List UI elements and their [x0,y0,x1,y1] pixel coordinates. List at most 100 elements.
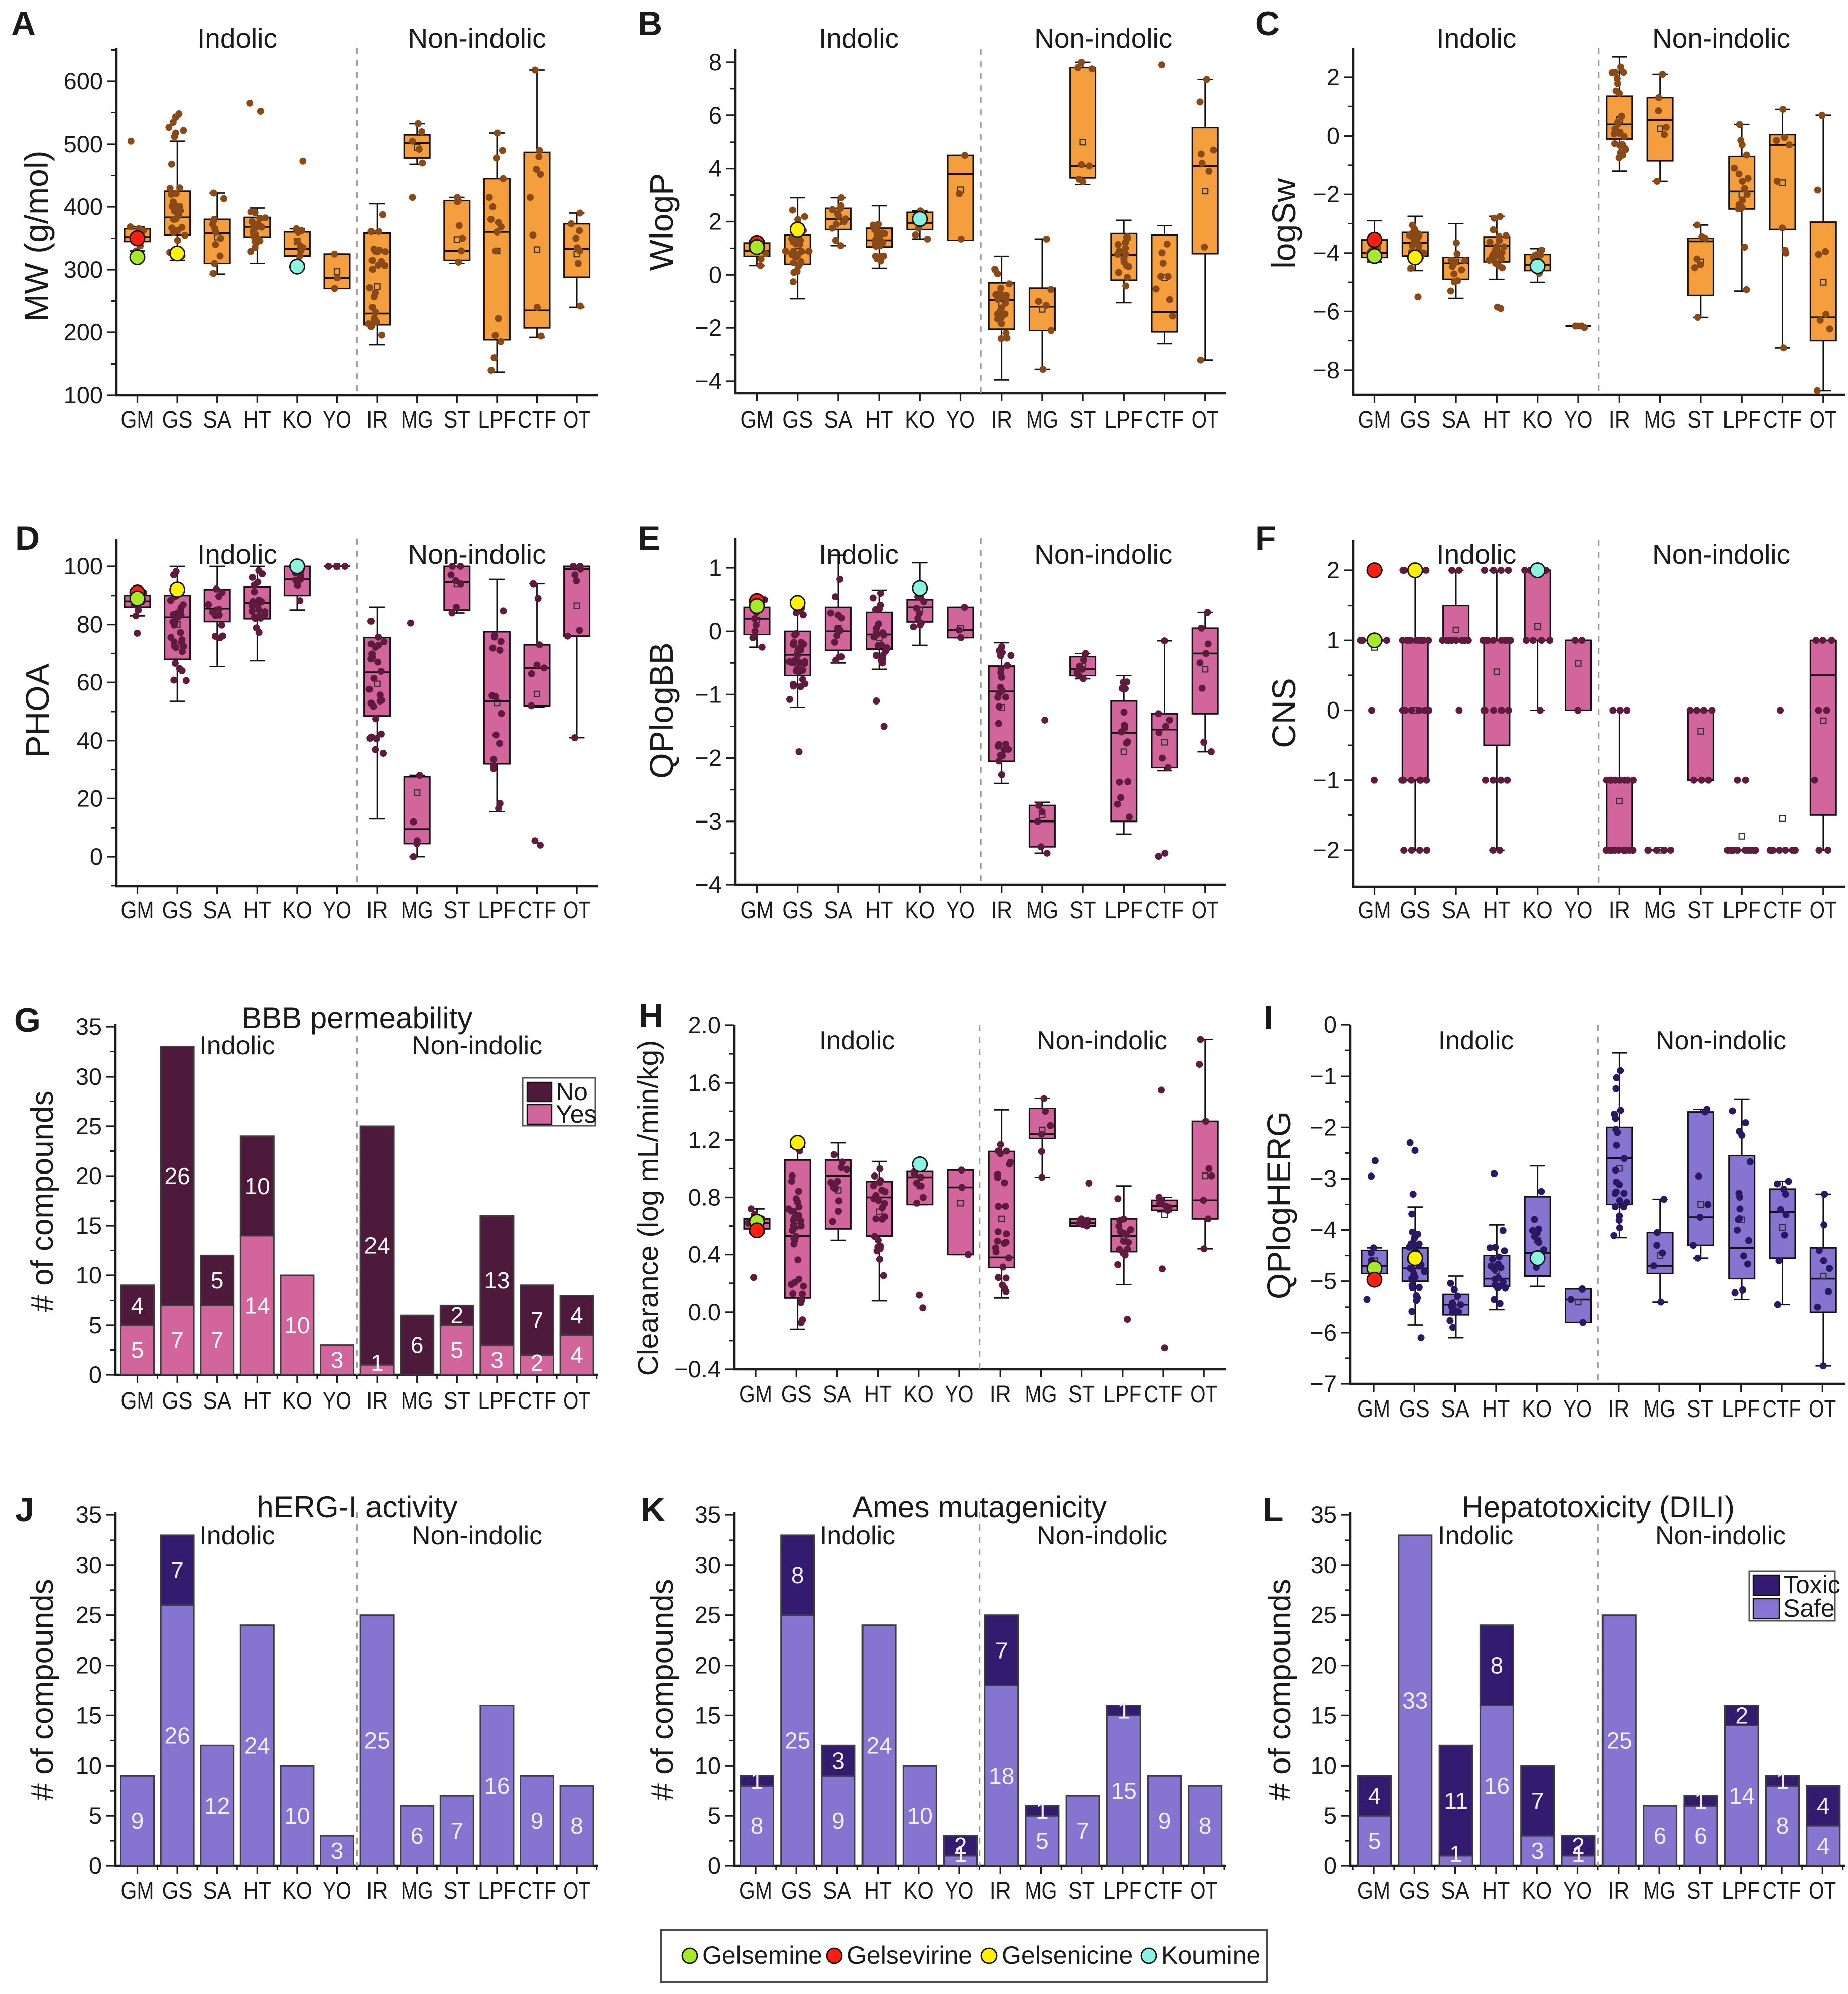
svg-text:MG: MG [1643,1396,1675,1423]
svg-text:HT: HT [1482,1396,1510,1423]
svg-text:5: 5 [708,1802,721,1829]
svg-text:WlogP: WlogP [643,173,680,271]
svg-text:YO: YO [323,897,351,924]
svg-text:30: 30 [76,1063,102,1090]
svg-text:300: 300 [64,256,103,283]
svg-text:HT: HT [866,897,893,924]
svg-text:Indolic: Indolic [1438,1521,1513,1550]
svg-text:MG: MG [1025,1381,1057,1408]
svg-text:Indolic: Indolic [199,1031,275,1061]
svg-text:1: 1 [1572,1841,1585,1867]
svg-text:5: 5 [89,1802,102,1829]
svg-text:Non-indolic: Non-indolic [1655,1521,1786,1550]
svg-text:IR: IR [366,1388,388,1415]
svg-text:# of compounds: # of compounds [645,1579,680,1800]
svg-text:SA: SA [203,1878,231,1904]
svg-text:24: 24 [364,1233,390,1259]
svg-text:OT: OT [1809,1396,1836,1423]
svg-text:Non-indolic: Non-indolic [1037,1026,1167,1055]
svg-text:IR: IR [366,897,388,924]
svg-text:GM: GM [741,897,774,924]
svg-text:2: 2 [451,1302,464,1328]
svg-text:KO: KO [1522,1878,1552,1904]
svg-text:30: 30 [76,1552,102,1578]
svg-text:MG: MG [401,407,433,433]
svg-text:26: 26 [165,1163,190,1189]
svg-text:7: 7 [171,1327,184,1353]
svg-text:KO: KO [1522,1396,1552,1423]
svg-text:ST: ST [444,1878,470,1904]
svg-text:Gelsenicine: Gelsenicine [1002,1941,1133,1969]
svg-text:16: 16 [484,1773,510,1799]
svg-text:YO: YO [946,897,975,924]
svg-text:GS: GS [1400,407,1430,433]
svg-text:MG: MG [1025,1878,1057,1904]
svg-text:# of compounds: # of compounds [25,1579,60,1800]
svg-text:OT: OT [563,407,590,433]
svg-text:KO: KO [905,407,935,433]
svg-text:0: 0 [709,261,722,288]
svg-text:Gelsemine: Gelsemine [702,1941,822,1969]
svg-text:HT: HT [864,1381,892,1408]
svg-text:25: 25 [364,1727,390,1753]
svg-text:5: 5 [1324,1802,1337,1829]
svg-text:4: 4 [131,1292,144,1318]
svg-text:7: 7 [995,1637,1008,1664]
svg-text:OT: OT [1190,1878,1217,1904]
svg-text:PHOA: PHOA [19,663,56,757]
svg-text:GM: GM [1357,1878,1390,1904]
svg-text:GM: GM [1358,897,1391,924]
svg-text:B: B [638,5,662,43]
svg-text:4: 4 [709,155,722,182]
svg-text:1.2: 1.2 [688,1126,721,1153]
svg-text:−8: −8 [1313,357,1340,383]
svg-text:400: 400 [64,193,103,220]
svg-text:OT: OT [1810,897,1837,924]
svg-text:ST: ST [1687,897,1714,924]
svg-text:GM: GM [121,897,154,924]
svg-text:35: 35 [76,1501,102,1528]
svg-text:7: 7 [171,1557,184,1583]
svg-text:6: 6 [411,1823,424,1849]
svg-text:GM: GM [739,1381,772,1408]
svg-text:IR: IR [990,1878,1011,1904]
svg-text:1: 1 [371,1350,384,1376]
svg-text:OT: OT [563,1878,590,1904]
svg-text:KO: KO [904,1878,934,1904]
svg-text:LPF: LPF [1105,407,1143,433]
svg-text:No: No [556,1078,588,1106]
svg-text:−0.4: −0.4 [674,1356,721,1382]
svg-text:Safe: Safe [1783,1594,1835,1622]
svg-text:7: 7 [1531,1788,1544,1814]
svg-text:−2: −2 [695,745,722,771]
svg-text:−6: −6 [1313,298,1340,324]
svg-text:ST: ST [1070,407,1096,433]
svg-text:MG: MG [401,1388,433,1415]
svg-text:LPF: LPF [1722,1878,1760,1904]
svg-text:D: D [15,519,40,557]
svg-text:0.4: 0.4 [688,1241,721,1268]
svg-text:Yes: Yes [556,1100,597,1128]
svg-text:MG: MG [401,1878,433,1904]
svg-text:24: 24 [867,1732,892,1758]
svg-text:5: 5 [451,1337,464,1363]
svg-text:600: 600 [64,68,103,94]
svg-text:MG: MG [1644,897,1676,924]
svg-text:YO: YO [323,1388,351,1415]
svg-text:YO: YO [1564,407,1593,433]
svg-text:3: 3 [331,1838,344,1864]
svg-text:−2: −2 [1313,837,1340,863]
svg-text:GM: GM [1357,1396,1390,1423]
svg-text:0: 0 [1327,697,1340,724]
svg-text:7: 7 [1076,1818,1089,1844]
svg-text:13: 13 [484,1267,510,1294]
svg-text:10: 10 [76,1752,102,1779]
svg-text:KO: KO [282,407,312,433]
svg-text:25: 25 [1607,1727,1632,1753]
svg-text:hERG-I activity: hERG-I activity [257,1490,457,1524]
svg-text:1: 1 [1036,1798,1049,1824]
svg-text:MW (g/mol): MW (g/mol) [18,151,55,322]
svg-text:KO: KO [282,897,312,924]
svg-text:GM: GM [121,1878,154,1904]
svg-text:YO: YO [1563,1396,1592,1423]
